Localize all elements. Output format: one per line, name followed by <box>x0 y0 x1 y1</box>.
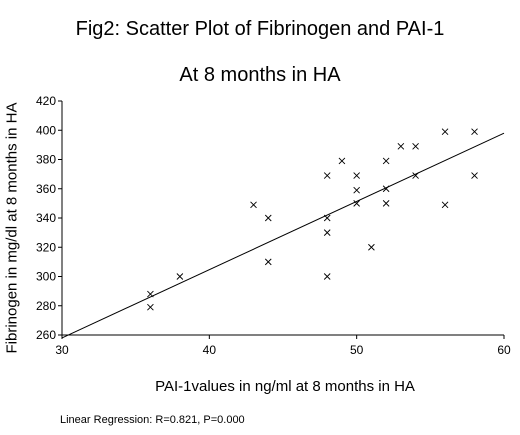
y-tick-label: 300 <box>36 270 56 284</box>
data-point <box>353 172 360 179</box>
data-point <box>323 229 331 236</box>
x-tick-label: 60 <box>497 343 511 357</box>
y-tick-label: 280 <box>36 299 56 313</box>
data-point <box>441 201 449 209</box>
data-point <box>353 186 360 194</box>
data-point <box>323 172 331 179</box>
data-point <box>412 172 419 179</box>
data-point <box>323 214 331 222</box>
chart-title: Fig2: Scatter Plot of Fibrinogen and PAI… <box>75 18 445 40</box>
data-point <box>368 243 375 251</box>
data-point <box>338 157 346 165</box>
data-point <box>147 290 154 298</box>
data-point <box>382 185 390 193</box>
data-point <box>412 143 419 150</box>
y-tick-label: 400 <box>36 123 56 137</box>
x-tick-label: 50 <box>350 343 364 357</box>
y-tick-label: 260 <box>36 328 56 342</box>
regression-line <box>61 132 505 339</box>
data-point <box>176 273 184 280</box>
y-tick-label: 340 <box>36 211 56 225</box>
data-point <box>471 172 478 179</box>
data-point <box>382 157 390 165</box>
data-point <box>471 128 478 136</box>
y-tick-label: 320 <box>36 240 56 254</box>
y-tick-label: 420 <box>36 94 56 108</box>
x-tick-label: 30 <box>55 343 69 357</box>
data-point <box>264 214 272 222</box>
data-point <box>397 143 405 150</box>
data-point <box>147 303 154 311</box>
data-point <box>250 201 257 209</box>
x-tick-label: 40 <box>203 343 217 357</box>
data-point <box>323 273 331 280</box>
y-tick-label: 360 <box>36 182 56 196</box>
x-axis-title: PAI-1values in ng/ml at 8 months in HA <box>155 378 415 395</box>
data-point <box>441 128 449 136</box>
y-tick-label: 380 <box>36 153 56 167</box>
data-point <box>353 200 360 207</box>
regression-annotation: Linear Regression: R=0.821, P=0.000 <box>60 414 245 426</box>
data-point <box>382 200 390 207</box>
data-point <box>264 258 272 266</box>
chart-subtitle: At 8 months in HA <box>179 64 341 86</box>
